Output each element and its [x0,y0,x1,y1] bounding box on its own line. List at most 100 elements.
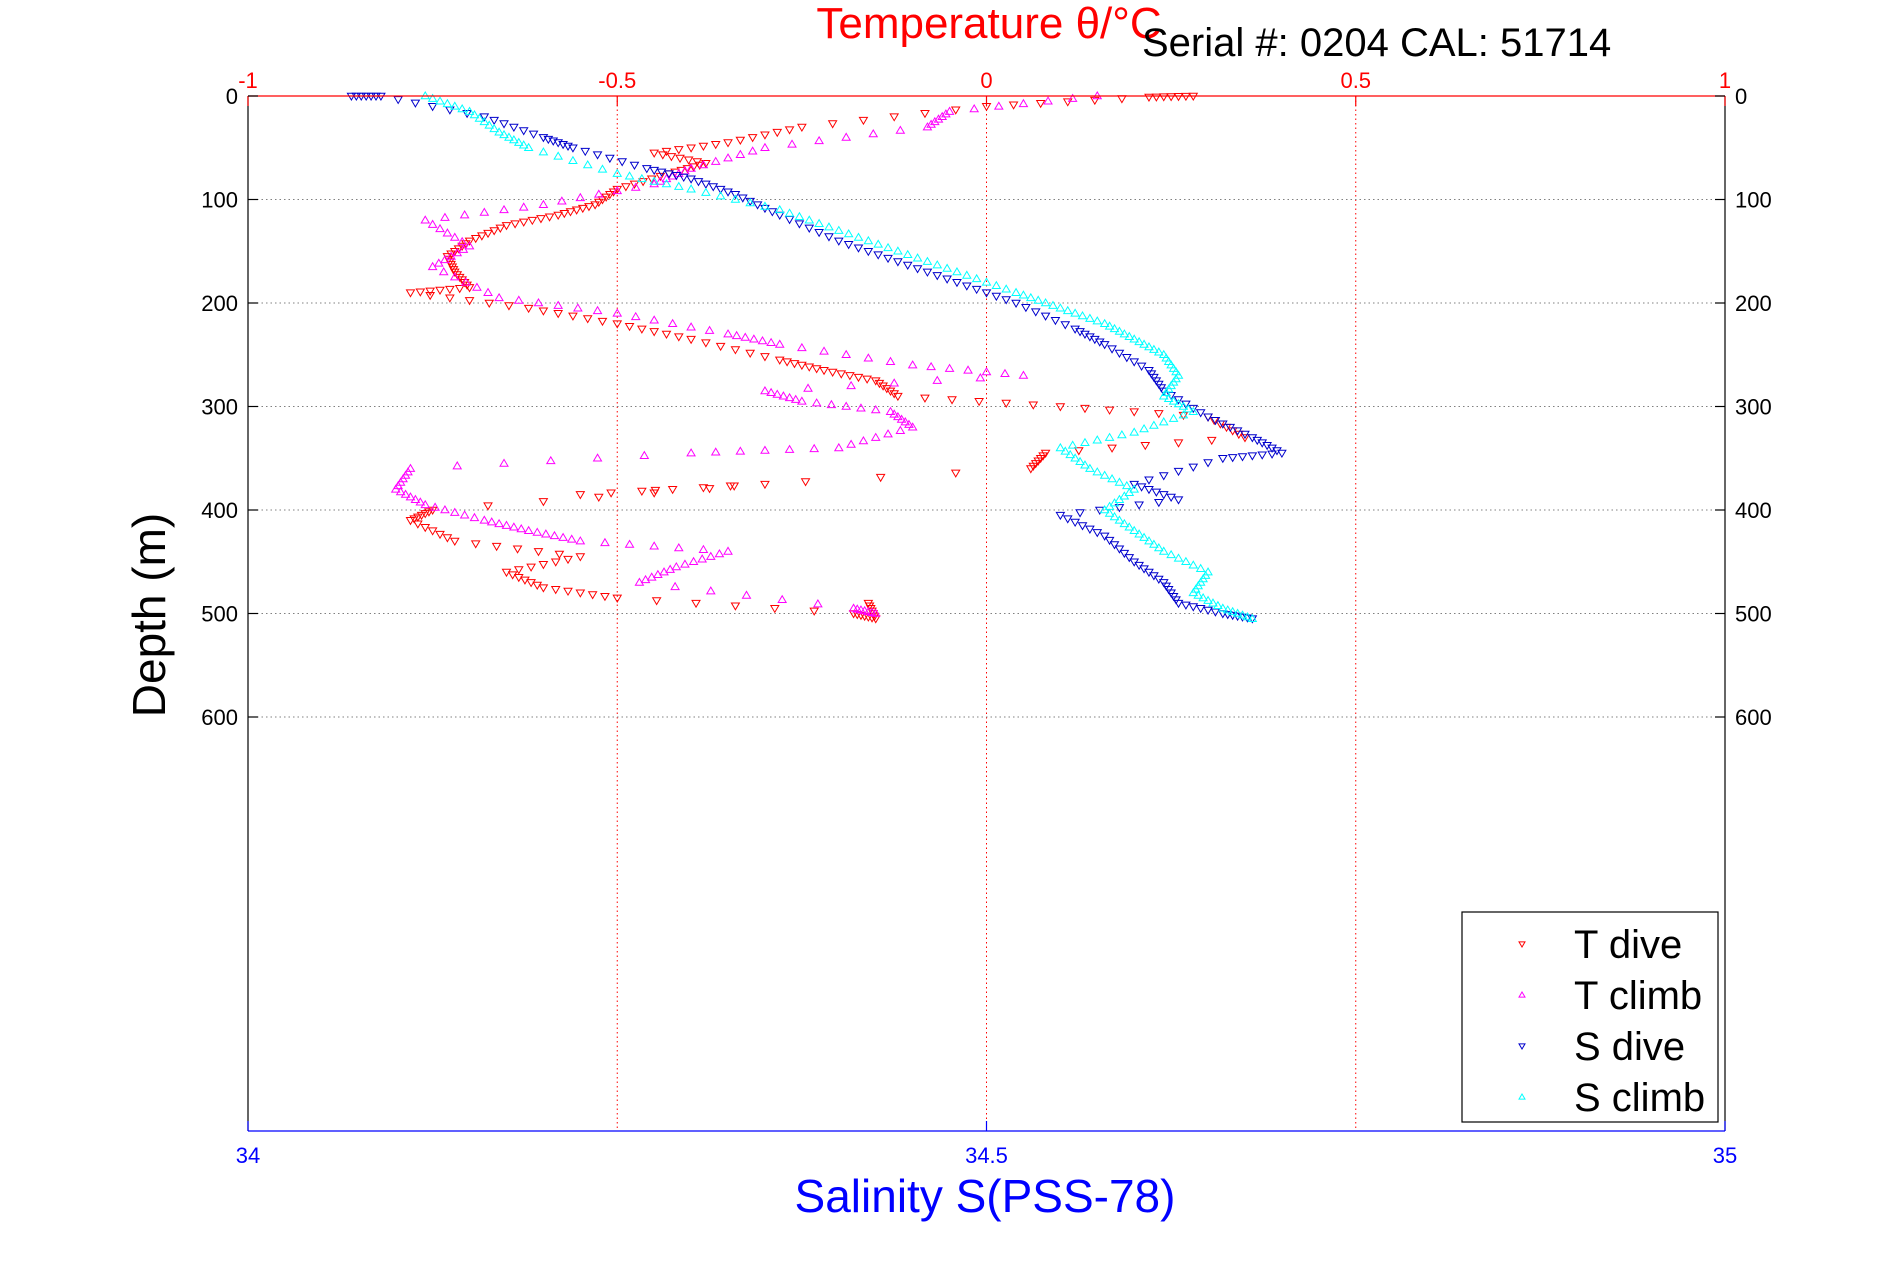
data-point [495,224,506,233]
data-point [528,130,539,139]
legend-label: S climb [1574,1076,1705,1120]
data-point [1109,541,1120,550]
data-point [1109,498,1120,507]
data-point [1062,305,1073,315]
data-point [483,502,493,511]
data-point [433,258,444,267]
data-point [600,537,610,547]
data-point [1092,467,1103,476]
data-point [494,127,504,136]
data-point [760,201,770,210]
data-point [501,568,512,578]
data-point [427,93,438,102]
data-point [673,181,684,190]
data-point [1040,449,1051,459]
data-point [800,478,811,487]
data-point [556,196,567,205]
right-tick-label: 300 [1735,395,1772,420]
data-point [862,375,872,384]
data-point [991,292,1002,302]
data-point [1117,95,1127,104]
data-point [1158,546,1169,555]
data-point [1136,483,1147,492]
data-point [863,247,874,257]
data-point [1099,532,1110,541]
data-point [1158,93,1169,102]
left-tick-label: 600 [201,705,238,730]
data-point [1117,429,1127,439]
data-point [1139,532,1149,541]
bottom-tick-label: 34.5 [965,1143,1008,1168]
data-point [1144,486,1154,495]
data-point [649,176,660,185]
data-point [612,320,623,329]
data-point [523,525,534,534]
data-point [774,211,785,221]
data-point [896,414,907,423]
data-point [723,546,733,555]
data-point [582,315,593,324]
data-point [1267,444,1277,453]
data-point [484,299,495,308]
data-point [1129,358,1140,367]
data-point [518,140,529,149]
series-t-dive [405,92,1250,624]
data-point [1188,587,1199,597]
data-point [1085,313,1095,322]
data-point [1030,460,1041,469]
data-point [902,261,913,271]
data-point [782,358,792,367]
data-point [1168,413,1179,422]
data-point [1240,430,1250,440]
data-point [737,194,748,203]
data-point [715,185,726,195]
data-point [950,106,961,115]
data-point [885,356,896,365]
data-point [700,187,711,196]
data-point [1080,460,1090,469]
data-point [893,392,903,402]
data-point [1166,93,1177,102]
data-point [1099,505,1110,514]
data-point [405,289,416,298]
data-point [1080,404,1090,414]
data-point [661,178,672,188]
data-point [1114,477,1125,486]
data-point [1035,99,1046,109]
data-point [1206,436,1217,446]
data-point [472,282,482,291]
data-point [444,294,455,303]
data-point [1080,330,1090,340]
data-point [427,261,438,271]
data-point [1173,398,1184,408]
data-point [1168,396,1179,405]
data-point [575,536,586,545]
data-point [790,394,801,403]
data-point [612,308,623,317]
legend-marker [1518,991,1526,998]
data-point [553,151,564,160]
data-point [435,223,445,233]
data-point [438,266,449,276]
data-point [446,251,456,260]
data-point [760,445,770,454]
data-point [922,268,933,277]
data-point [1222,605,1233,614]
data-point [974,398,984,407]
data-point [874,379,885,389]
legend-label: T dive [1574,923,1682,967]
data-point [649,489,660,498]
data-point [1134,336,1144,346]
data-point [508,123,519,133]
data-point [606,489,616,498]
data-point [700,159,711,169]
data-point [582,160,593,169]
data-point [1001,296,1012,305]
data-point [774,339,785,348]
data-point [646,572,657,581]
data-point [489,116,500,126]
data-point [686,184,696,193]
data-point [649,178,660,188]
data-point [698,142,709,152]
